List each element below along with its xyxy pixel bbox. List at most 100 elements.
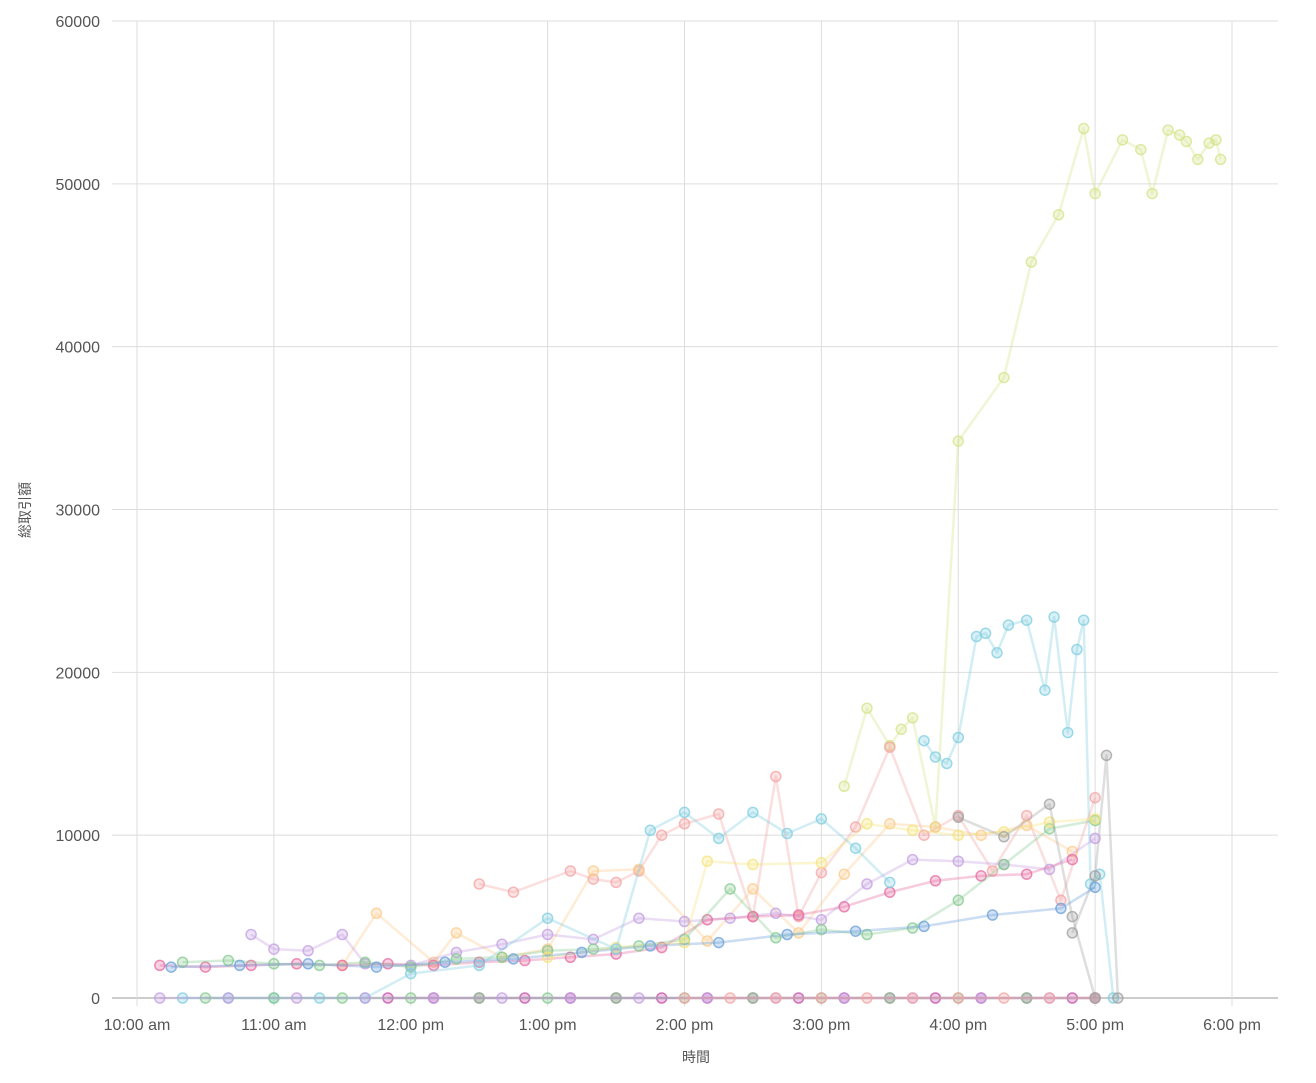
data-point [1089, 813, 1101, 825]
x-tick-label: 3:00 pm [792, 1017, 850, 1034]
grid-layer [112, 20, 1278, 1006]
data-point [952, 829, 965, 841]
data-point [439, 956, 451, 968]
x-tick-label: 4:00 pm [929, 1017, 987, 1034]
data-point [633, 940, 645, 952]
data-point [1214, 153, 1227, 166]
data-point [336, 992, 349, 1004]
data-point [519, 954, 531, 967]
data-point [1043, 798, 1056, 810]
data-point [792, 927, 805, 939]
data-point [849, 925, 862, 937]
data-point [496, 938, 508, 951]
data-point [747, 883, 759, 895]
data-point [998, 858, 1010, 871]
data-point [1089, 791, 1101, 804]
series-line [922, 615, 1115, 999]
series-0 [838, 122, 1227, 833]
data-point [884, 886, 896, 898]
data-point [633, 912, 645, 924]
data-point [678, 936, 691, 949]
data-point [1062, 726, 1074, 739]
series-line [1071, 754, 1120, 999]
data-point [313, 992, 326, 1004]
data-point [1025, 256, 1038, 268]
data-point [1210, 134, 1222, 146]
data-point [1002, 619, 1015, 631]
data-point [975, 870, 987, 882]
data-point [541, 992, 554, 1004]
series-1 [918, 611, 1120, 1004]
data-point [290, 992, 303, 1004]
data-point [701, 855, 714, 867]
series-line [182, 819, 1096, 969]
data-point [1089, 832, 1101, 845]
data-point [1100, 749, 1113, 762]
data-point [450, 927, 463, 939]
data-point [929, 875, 942, 887]
data-point [1173, 129, 1186, 141]
data-point [849, 842, 862, 854]
x-tick-label: 11:00 am [241, 1017, 307, 1034]
data-point [473, 959, 485, 972]
data-point [952, 435, 965, 447]
data-point [1089, 870, 1101, 882]
data-point [1052, 209, 1065, 221]
data-point [861, 702, 873, 714]
data-point [815, 857, 828, 869]
data-point [496, 951, 508, 964]
data-point [986, 865, 999, 877]
data-point [1066, 845, 1079, 858]
data-point [1043, 863, 1056, 876]
x-tick-label: 2:00 pm [656, 1017, 714, 1034]
data-point [1146, 187, 1158, 200]
data-point [998, 831, 1010, 843]
series-2 [1066, 749, 1124, 1004]
data-point [1162, 124, 1174, 136]
data-point [1020, 868, 1033, 880]
data-point [815, 914, 828, 926]
x-tick-label: 1:00 pm [519, 1017, 577, 1034]
data-point [427, 992, 440, 1004]
series-13 [154, 992, 1101, 1004]
data-point [952, 855, 965, 867]
data-point [770, 770, 782, 783]
data-point [655, 829, 668, 841]
x-tick-label: 12:00 pm [377, 1017, 444, 1034]
data-point [991, 647, 1003, 659]
data-point [644, 824, 657, 837]
data-point [507, 886, 520, 898]
data-point [906, 922, 919, 934]
data-point [1055, 894, 1067, 907]
y-tick-label: 50000 [56, 177, 101, 194]
data-point [541, 928, 554, 941]
data-point [770, 932, 782, 944]
data-point [473, 878, 485, 890]
data-point [678, 818, 691, 830]
data-point [245, 928, 257, 941]
data-point [701, 935, 714, 947]
data-point [610, 992, 622, 1004]
data-point [895, 723, 907, 736]
data-point [724, 912, 736, 924]
data-point [165, 961, 177, 973]
data-point [781, 827, 793, 840]
data-point [770, 992, 782, 1004]
y-tick-label: 60000 [56, 14, 101, 31]
series-12 [199, 992, 1101, 1004]
data-point [1077, 122, 1090, 135]
data-point [564, 865, 577, 877]
data-point [199, 961, 212, 973]
data-point [473, 992, 485, 1004]
data-point [929, 821, 942, 833]
data-point [1048, 611, 1060, 623]
axis-layer: 0 10000 20000 30000 40000 50000 60000 10:00 am 1… [56, 14, 1261, 1034]
x-axis-title: 時間 [682, 1049, 710, 1065]
data-point [427, 959, 440, 972]
data-point [154, 992, 166, 1004]
data-point [701, 914, 714, 926]
data-point [918, 920, 930, 933]
data-point [587, 943, 600, 955]
